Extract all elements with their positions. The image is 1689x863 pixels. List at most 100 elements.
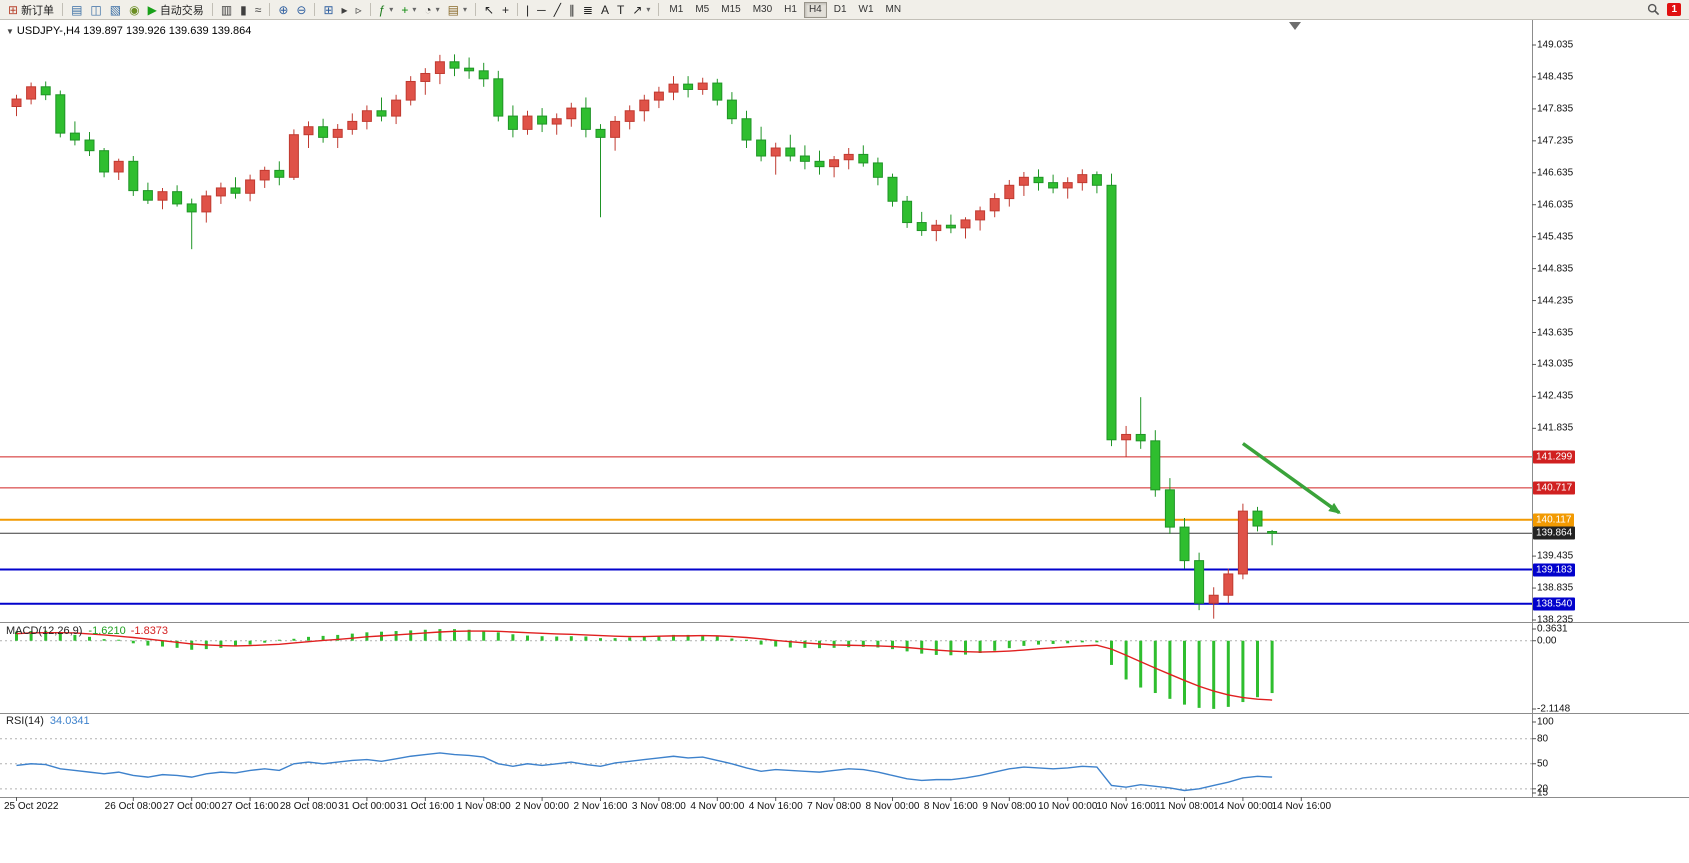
candle bbox=[595, 124, 606, 218]
candle bbox=[259, 166, 270, 188]
timeframe-m1-button[interactable]: M1 bbox=[669, 4, 684, 15]
candle bbox=[975, 206, 986, 231]
timeframe-d1-button[interactable]: D1 bbox=[833, 4, 847, 15]
chart-shift-marker[interactable] bbox=[1289, 22, 1301, 30]
candle bbox=[186, 198, 197, 250]
candle bbox=[902, 195, 913, 228]
macd-panel bbox=[0, 629, 1532, 709]
cursor-icon: ↖ bbox=[483, 2, 495, 17]
candle bbox=[799, 145, 810, 170]
auto-scroll-icon: ▸ bbox=[341, 2, 348, 17]
chart-window-icon: ▤ bbox=[71, 2, 83, 17]
horizontal-line-button[interactable]: ─ bbox=[533, 1, 550, 19]
arrows-button[interactable]: ↗ ▾ bbox=[628, 1, 654, 19]
bar-chart-button[interactable]: ▥ bbox=[217, 1, 236, 19]
candle bbox=[945, 214, 956, 234]
candle bbox=[347, 113, 358, 135]
candle bbox=[653, 86, 664, 109]
periods-button[interactable]: ◔ ▾ bbox=[420, 1, 443, 19]
search-icon[interactable] bbox=[1647, 3, 1660, 16]
candle bbox=[624, 105, 635, 130]
candle bbox=[522, 110, 533, 135]
candle bbox=[318, 118, 329, 143]
candle bbox=[1121, 425, 1132, 457]
fibonacci-icon: ≣ bbox=[582, 2, 593, 17]
templates-button[interactable]: ▤ ▾ bbox=[444, 1, 471, 19]
text-label-button[interactable]: T bbox=[613, 1, 628, 19]
timeframe-w1-button[interactable]: W1 bbox=[858, 4, 874, 15]
candle bbox=[332, 124, 343, 149]
candle bbox=[245, 174, 256, 202]
candle bbox=[697, 77, 708, 95]
toolbar-separator bbox=[369, 3, 371, 16]
candle bbox=[142, 182, 153, 204]
crosshair-button[interactable]: + bbox=[498, 1, 513, 19]
auto-scroll-button[interactable]: ▸ bbox=[338, 1, 352, 19]
candle bbox=[668, 76, 679, 101]
chart-shift-button[interactable]: ▹ bbox=[352, 1, 366, 19]
add-indicator-icon: + bbox=[401, 2, 409, 17]
vertical-line-button[interactable]: | bbox=[522, 1, 533, 19]
candle bbox=[566, 102, 577, 127]
trendline-button[interactable]: ╱ bbox=[550, 1, 565, 19]
candle bbox=[405, 76, 416, 106]
candle bbox=[1077, 169, 1088, 191]
candle bbox=[1208, 587, 1219, 619]
timeframe-m30-button[interactable]: M30 bbox=[752, 4, 773, 15]
navigator-button[interactable]: ▧ bbox=[106, 1, 125, 19]
candle bbox=[741, 110, 752, 149]
one-click-trading-expander-icon[interactable]: ▼ bbox=[6, 27, 14, 36]
arrows-icon: ↗ bbox=[632, 2, 643, 17]
periods-icon: ◔ bbox=[424, 2, 432, 17]
zoom-in-icon: ⊕ bbox=[278, 2, 289, 17]
timeframe-h1-button[interactable]: H1 bbox=[784, 4, 797, 15]
candle bbox=[69, 121, 80, 146]
candle bbox=[113, 158, 124, 180]
fibonacci-button[interactable]: ≣ bbox=[579, 1, 597, 19]
autotrading-icon: ▶ bbox=[147, 2, 157, 17]
toolbar-right: 1 bbox=[1647, 3, 1685, 16]
candle bbox=[1252, 506, 1263, 532]
add-indicator-button[interactable]: + ▾ bbox=[397, 1, 420, 19]
candlestick-chart-button[interactable]: ▮ bbox=[236, 1, 251, 19]
timeframe-m15-button[interactable]: M15 bbox=[721, 4, 741, 15]
dropdown-arrow-icon: ▾ bbox=[462, 5, 467, 14]
cursor-button[interactable]: ↖ bbox=[480, 1, 498, 19]
chart-window-button[interactable]: ▤ bbox=[67, 1, 86, 19]
horizontal-lines bbox=[0, 456, 1532, 605]
tile-windows-button[interactable]: ⊞ bbox=[319, 1, 337, 19]
line-chart-icon: ≈ bbox=[254, 2, 262, 17]
timeframe-m5-button[interactable]: M5 bbox=[695, 4, 710, 15]
timeframe-mn-button[interactable]: MN bbox=[885, 4, 902, 15]
candle bbox=[580, 97, 591, 138]
channel-button[interactable]: ∥ bbox=[565, 1, 579, 19]
candle bbox=[1194, 552, 1205, 611]
alerts-button[interactable]: ◉ bbox=[125, 1, 143, 19]
candle bbox=[683, 76, 694, 98]
notification-badge[interactable]: 1 bbox=[1667, 3, 1681, 16]
text-button[interactable]: A bbox=[597, 1, 613, 19]
candle bbox=[434, 54, 445, 85]
candle bbox=[11, 94, 22, 117]
candle bbox=[1106, 173, 1117, 447]
indicators-icon: ƒ bbox=[378, 2, 386, 17]
timeframe-h4-button[interactable]: H4 bbox=[803, 1, 827, 18]
profile-button[interactable]: ◫ bbox=[86, 1, 105, 19]
toolbar-separator bbox=[474, 3, 476, 16]
autotrading-button[interactable]: ▶ 自动交易 bbox=[144, 1, 208, 19]
profile-icon: ◫ bbox=[90, 2, 102, 17]
candle bbox=[610, 116, 621, 151]
trend-arrow[interactable] bbox=[1241, 442, 1341, 515]
candle bbox=[303, 121, 314, 149]
new-order-button[interactable]: ⊞ 新订单 bbox=[4, 1, 58, 19]
zoom-out-button[interactable]: ⊖ bbox=[292, 1, 310, 19]
candle bbox=[420, 68, 431, 95]
candle bbox=[1179, 518, 1190, 569]
toolbar-separator bbox=[62, 3, 64, 16]
zoom-in-button[interactable]: ⊕ bbox=[274, 1, 292, 19]
channel-icon: ∥ bbox=[568, 2, 575, 17]
candle bbox=[814, 150, 825, 175]
indicators-button[interactable]: ƒ ▾ bbox=[375, 1, 398, 19]
line-chart-button[interactable]: ≈ bbox=[251, 1, 266, 19]
